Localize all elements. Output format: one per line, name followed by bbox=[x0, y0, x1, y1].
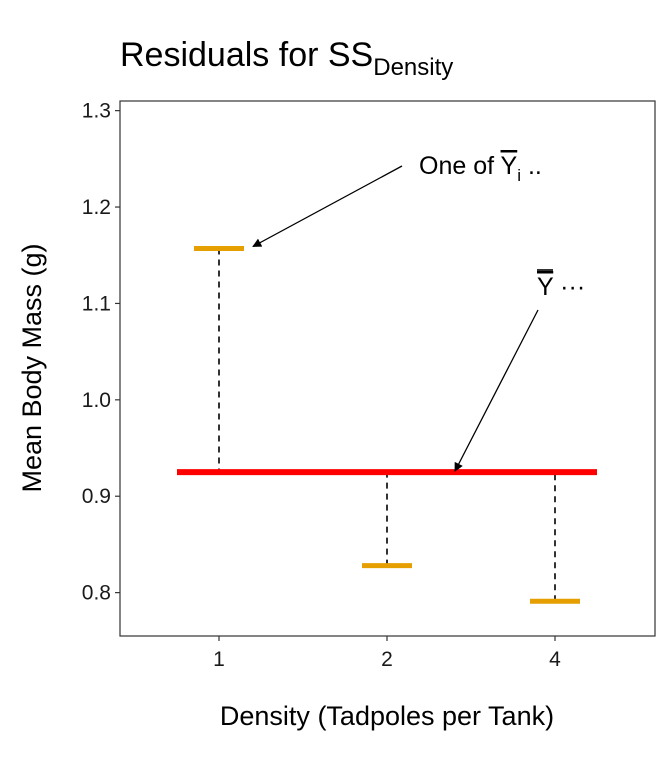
x-axis-label: Density (Tadpoles per Tank) bbox=[220, 701, 554, 731]
y-axis-label: Mean Body Mass (g) bbox=[17, 243, 47, 492]
y-tick-label: 1.3 bbox=[82, 100, 111, 123]
chart-title-main: Residuals for SS bbox=[120, 36, 373, 74]
y-tick-label: 0.8 bbox=[82, 582, 111, 605]
chart-title-subscript: Density bbox=[373, 54, 453, 81]
x-axis: 1 2 4 bbox=[213, 636, 561, 671]
y-axis: 0.8 0.9 1.0 1.1 1.2 1.3 bbox=[82, 100, 120, 605]
plot-panel bbox=[119, 100, 656, 637]
group-means bbox=[194, 245, 580, 604]
residual-lines bbox=[218, 248, 556, 602]
annotation-label: One of Yi .. bbox=[419, 152, 542, 185]
y-tick-label: 1.1 bbox=[82, 292, 111, 315]
y-tick-label: 1.2 bbox=[82, 196, 111, 219]
annotation-arrow bbox=[252, 165, 403, 248]
x-tick-label: 4 bbox=[549, 648, 561, 671]
x-tick-label: 2 bbox=[381, 648, 393, 671]
annotations: One of Yi ..Y ··· bbox=[252, 152, 585, 472]
y-tick-label: 0.9 bbox=[82, 485, 111, 508]
chart-title: Residuals for SSDensity bbox=[120, 36, 453, 81]
annotation-label: Y ··· bbox=[537, 273, 585, 301]
annotation-suffix: ··· bbox=[553, 273, 585, 301]
annotation-suffix: .. bbox=[521, 152, 542, 180]
annotation-text: One of bbox=[419, 152, 501, 180]
annotation-symbol: Y bbox=[537, 273, 554, 301]
annotation-symbol: Y bbox=[501, 152, 518, 180]
annotation-arrow bbox=[454, 309, 539, 472]
annotation-subscript: i bbox=[517, 166, 521, 185]
x-tick-label: 1 bbox=[213, 648, 225, 671]
y-tick-label: 1.0 bbox=[82, 389, 111, 412]
